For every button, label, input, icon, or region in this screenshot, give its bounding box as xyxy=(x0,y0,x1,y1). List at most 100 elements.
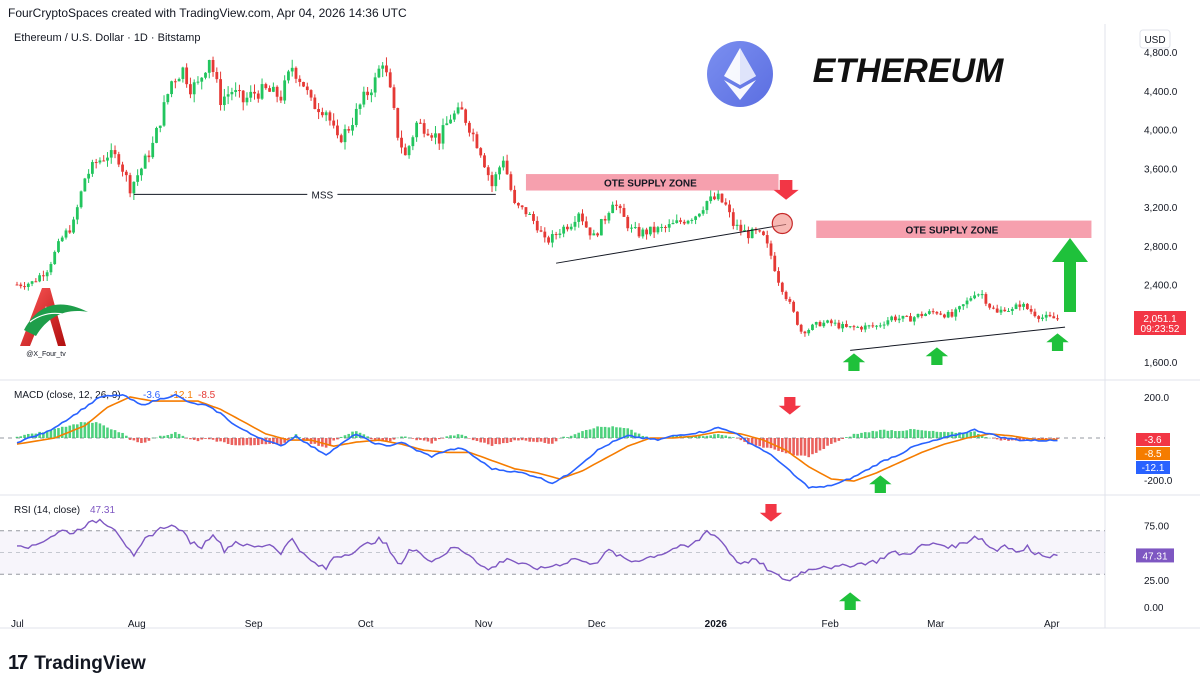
candle[interactable] xyxy=(309,89,313,101)
candle[interactable] xyxy=(38,272,42,283)
candle[interactable] xyxy=(539,225,543,233)
candle[interactable] xyxy=(79,190,83,209)
candle[interactable] xyxy=(690,218,694,224)
candle[interactable] xyxy=(41,270,45,281)
candle[interactable] xyxy=(354,103,358,128)
candle[interactable] xyxy=(626,214,630,232)
candle[interactable] xyxy=(23,281,26,290)
candle[interactable] xyxy=(656,225,660,235)
candle[interactable] xyxy=(705,200,709,214)
candle[interactable] xyxy=(464,108,468,126)
candle[interactable] xyxy=(807,328,811,336)
candle[interactable] xyxy=(75,204,79,225)
candle[interactable] xyxy=(973,291,976,300)
candle[interactable] xyxy=(385,57,388,77)
candle[interactable] xyxy=(622,203,626,217)
candle[interactable] xyxy=(128,172,132,198)
candle[interactable] xyxy=(60,235,64,242)
candle[interactable] xyxy=(113,145,117,159)
candle[interactable] xyxy=(784,290,788,301)
candle[interactable] xyxy=(1052,312,1056,319)
candle[interactable] xyxy=(765,230,769,248)
candle[interactable] xyxy=(758,229,762,233)
candle[interactable] xyxy=(253,84,256,100)
candle[interactable] xyxy=(569,223,573,231)
candle[interactable] xyxy=(494,171,498,192)
candle[interactable] xyxy=(992,305,995,310)
candle[interactable] xyxy=(788,296,792,305)
candle[interactable] xyxy=(366,87,370,100)
candle[interactable] xyxy=(381,62,385,78)
candle[interactable] xyxy=(535,216,539,233)
candle[interactable] xyxy=(950,309,954,318)
candle[interactable] xyxy=(422,119,426,138)
candle[interactable] xyxy=(305,82,309,95)
candle[interactable] xyxy=(599,218,603,236)
candle[interactable] xyxy=(686,219,690,225)
candle[interactable] xyxy=(234,82,238,97)
candle[interactable] xyxy=(664,225,667,233)
candle[interactable] xyxy=(339,133,343,144)
candle[interactable] xyxy=(660,223,664,232)
candle[interactable] xyxy=(162,95,166,127)
candle[interactable] xyxy=(912,315,916,326)
candle[interactable] xyxy=(445,116,449,126)
candle[interactable] xyxy=(53,250,57,265)
candle[interactable] xyxy=(275,85,279,103)
candle[interactable] xyxy=(347,126,351,134)
candle[interactable] xyxy=(19,282,23,289)
candle[interactable] xyxy=(102,155,106,162)
candle[interactable] xyxy=(1044,311,1048,322)
candle[interactable] xyxy=(215,67,219,83)
candle[interactable] xyxy=(946,310,950,319)
candle[interactable] xyxy=(483,153,486,168)
candle[interactable] xyxy=(554,231,558,240)
candle[interactable] xyxy=(682,219,686,225)
candle[interactable] xyxy=(1033,308,1037,318)
candle[interactable] xyxy=(648,226,652,237)
candle[interactable] xyxy=(173,78,177,89)
candle[interactable] xyxy=(185,63,189,88)
candle[interactable] xyxy=(336,119,339,139)
candle[interactable] xyxy=(927,309,931,315)
candle[interactable] xyxy=(829,318,833,327)
candle[interactable] xyxy=(976,293,980,297)
candle[interactable] xyxy=(924,312,927,317)
candle[interactable] xyxy=(256,90,260,103)
chart-canvas[interactable]: Ethereum / U.S. Dollar · 1D · Bitstamp U… xyxy=(0,0,1200,650)
candle[interactable] xyxy=(988,303,992,310)
candle[interactable] xyxy=(34,278,38,283)
candle[interactable] xyxy=(151,136,155,159)
candle[interactable] xyxy=(106,152,109,167)
candle[interactable] xyxy=(811,323,814,331)
candle[interactable] xyxy=(995,304,999,313)
candlestick-series[interactable] xyxy=(15,56,1059,337)
candle[interactable] xyxy=(1041,314,1044,322)
candle[interactable] xyxy=(192,79,196,103)
candle[interactable] xyxy=(795,311,799,326)
candle[interactable] xyxy=(633,221,637,229)
candle[interactable] xyxy=(1056,314,1059,321)
candle[interactable] xyxy=(667,219,671,233)
candle[interactable] xyxy=(724,198,728,206)
candle[interactable] xyxy=(377,65,381,79)
candle[interactable] xyxy=(550,230,554,248)
candle[interactable] xyxy=(449,114,452,124)
candle[interactable] xyxy=(475,131,479,149)
candle[interactable] xyxy=(882,321,886,329)
candle[interactable] xyxy=(1018,300,1022,311)
candle[interactable] xyxy=(845,320,848,328)
candle[interactable] xyxy=(671,219,675,225)
candle[interactable] xyxy=(920,311,924,319)
candle[interactable] xyxy=(916,313,920,319)
candle[interactable] xyxy=(351,117,354,136)
candle[interactable] xyxy=(418,118,422,124)
candle[interactable] xyxy=(837,319,841,330)
tradingview-brand[interactable]: TradingView xyxy=(34,652,146,674)
candle[interactable] xyxy=(392,84,396,111)
candle[interactable] xyxy=(136,169,140,186)
candle[interactable] xyxy=(320,107,324,118)
candle[interactable] xyxy=(83,177,87,192)
candle[interactable] xyxy=(238,84,241,98)
candle[interactable] xyxy=(818,320,822,327)
